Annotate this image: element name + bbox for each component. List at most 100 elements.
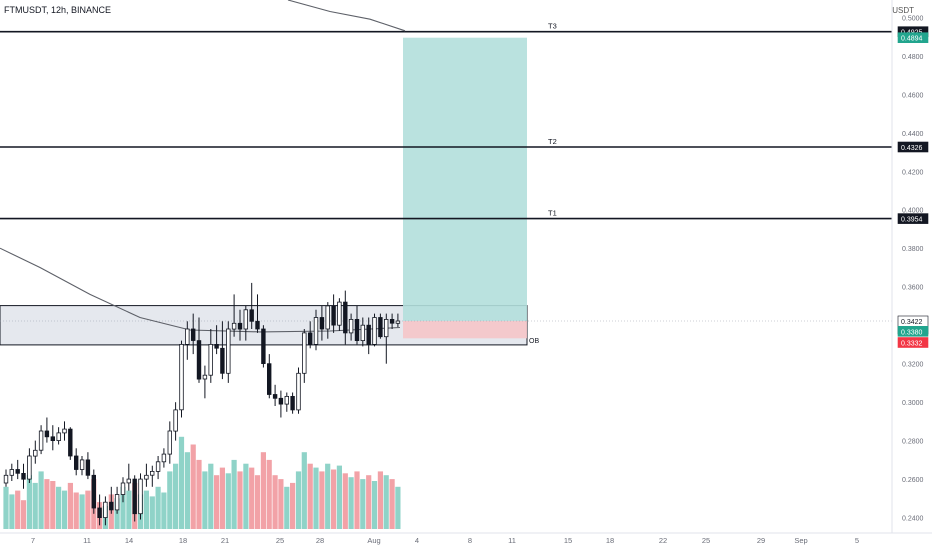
candle-down: [214, 343, 219, 349]
candle-up: [302, 332, 307, 374]
candle-down: [343, 301, 348, 334]
order-block-label: OB: [529, 338, 539, 345]
volume-bar: [161, 492, 167, 529]
price-tick-label: 0.4000: [902, 208, 924, 215]
price-tick-label: 0.5000: [902, 15, 924, 22]
volume-bar: [155, 486, 161, 529]
candle-up: [296, 372, 301, 411]
volume-bar: [331, 469, 337, 529]
volume-bar: [184, 452, 190, 529]
volume-bar: [143, 490, 149, 529]
volume-bar: [395, 486, 401, 529]
time-tick-label: 8: [468, 536, 472, 545]
candle-up: [155, 461, 161, 472]
price-badge-text: 0.3380: [901, 329, 923, 336]
moving-average-upper: [287, 0, 406, 32]
candle-down: [389, 318, 395, 324]
time-axis[interactable]: 7 11 14 18 21 25 28 Aug 4 8 11 15 18 22 25 29 Sep 5: [0, 532, 932, 545]
candle-up: [383, 318, 389, 338]
price-badge: [897, 337, 929, 348]
volume-bar: [348, 477, 354, 529]
candle-up: [149, 470, 155, 476]
volume-bar: [38, 471, 44, 529]
price-tick-label: 0.3600: [902, 285, 924, 292]
candle-down: [50, 436, 55, 441]
candle-down: [237, 322, 243, 330]
candle-down: [255, 320, 260, 330]
price-tick-label: 0.2800: [902, 439, 924, 446]
candle-down: [366, 324, 371, 345]
price-axis[interactable]: 0.5000 0.4800 0.4600 0.4400 0.4200 0.4000 0.38…: [891, 0, 929, 533]
candle-up: [79, 459, 85, 470]
candle-down: [74, 455, 79, 470]
time-tick-label: 25: [702, 536, 710, 545]
volume-bar: [190, 444, 196, 529]
target-price-badge-text: 0.4894: [901, 36, 923, 43]
level-price-badge-text: 0.3954: [901, 217, 923, 224]
candle-up: [120, 482, 126, 495]
price-badge-text: 0.3332: [901, 341, 923, 348]
level-price-badge: [897, 213, 929, 224]
level-label: T3: [548, 22, 557, 31]
candle-up: [114, 494, 120, 511]
volume-bar: [208, 463, 214, 529]
candle-up: [9, 469, 14, 476]
price-tick-label: 0.4800: [902, 54, 924, 61]
candle-up: [138, 478, 143, 515]
volume-bar: [173, 463, 179, 529]
time-tick-label: 22: [659, 536, 667, 545]
time-tick-label: 18: [179, 536, 187, 545]
volume-bar: [342, 473, 348, 529]
symbol-label: FTMUSDT, 12h, BINANCE: [4, 5, 112, 15]
target-price-badge: [897, 32, 929, 44]
candle-down: [196, 340, 202, 380]
candle-down: [354, 318, 360, 341]
volume-bar: [67, 482, 73, 529]
candle-up: [226, 328, 231, 374]
candle-up: [313, 317, 319, 345]
level-price-badge-text: 0.4326: [901, 145, 923, 152]
volume-bar: [243, 463, 249, 529]
level-price-badge: [897, 141, 929, 153]
level-label: T2: [548, 137, 557, 146]
candle-down: [68, 428, 73, 457]
candle-up: [231, 322, 237, 330]
currency-label: USDT: [892, 6, 914, 15]
candle-up: [179, 343, 184, 411]
price-tick-label: 0.3800: [902, 246, 924, 253]
candle-down: [91, 474, 96, 509]
time-tick-label: 5: [855, 536, 859, 545]
candle-down: [44, 430, 50, 438]
volume-bar: [79, 494, 85, 529]
time-tick-label: 25: [276, 536, 284, 545]
candle-down: [272, 394, 278, 399]
candle-up: [56, 432, 61, 441]
volume-bar: [371, 481, 378, 529]
volume-bar: [284, 486, 290, 529]
price-tick-label: 0.4400: [902, 131, 924, 138]
candle-down: [21, 472, 26, 480]
target-lines: T3 T2 T1: [0, 22, 892, 322]
price-badge: [897, 325, 929, 337]
volume-bar: [325, 463, 331, 529]
volume-bars: [3, 436, 401, 529]
price-tick-label: 0.2600: [902, 477, 924, 484]
volume-bar: [383, 475, 389, 529]
candle-down: [132, 478, 137, 515]
candle-up: [161, 453, 167, 463]
volume-bar: [295, 471, 302, 529]
time-tick-label: Aug: [367, 536, 380, 545]
volume-bar: [336, 465, 342, 529]
candle-down: [290, 395, 295, 411]
volume-bar: [196, 459, 202, 529]
time-tick-label: 28: [316, 536, 324, 545]
time-tick-label: 21: [221, 536, 229, 545]
candle-up: [103, 501, 108, 519]
volume-bar: [214, 475, 220, 529]
volume-bar: [61, 490, 68, 529]
candle-down: [220, 347, 225, 374]
volume-bar: [32, 482, 38, 529]
candle-up: [372, 317, 377, 345]
